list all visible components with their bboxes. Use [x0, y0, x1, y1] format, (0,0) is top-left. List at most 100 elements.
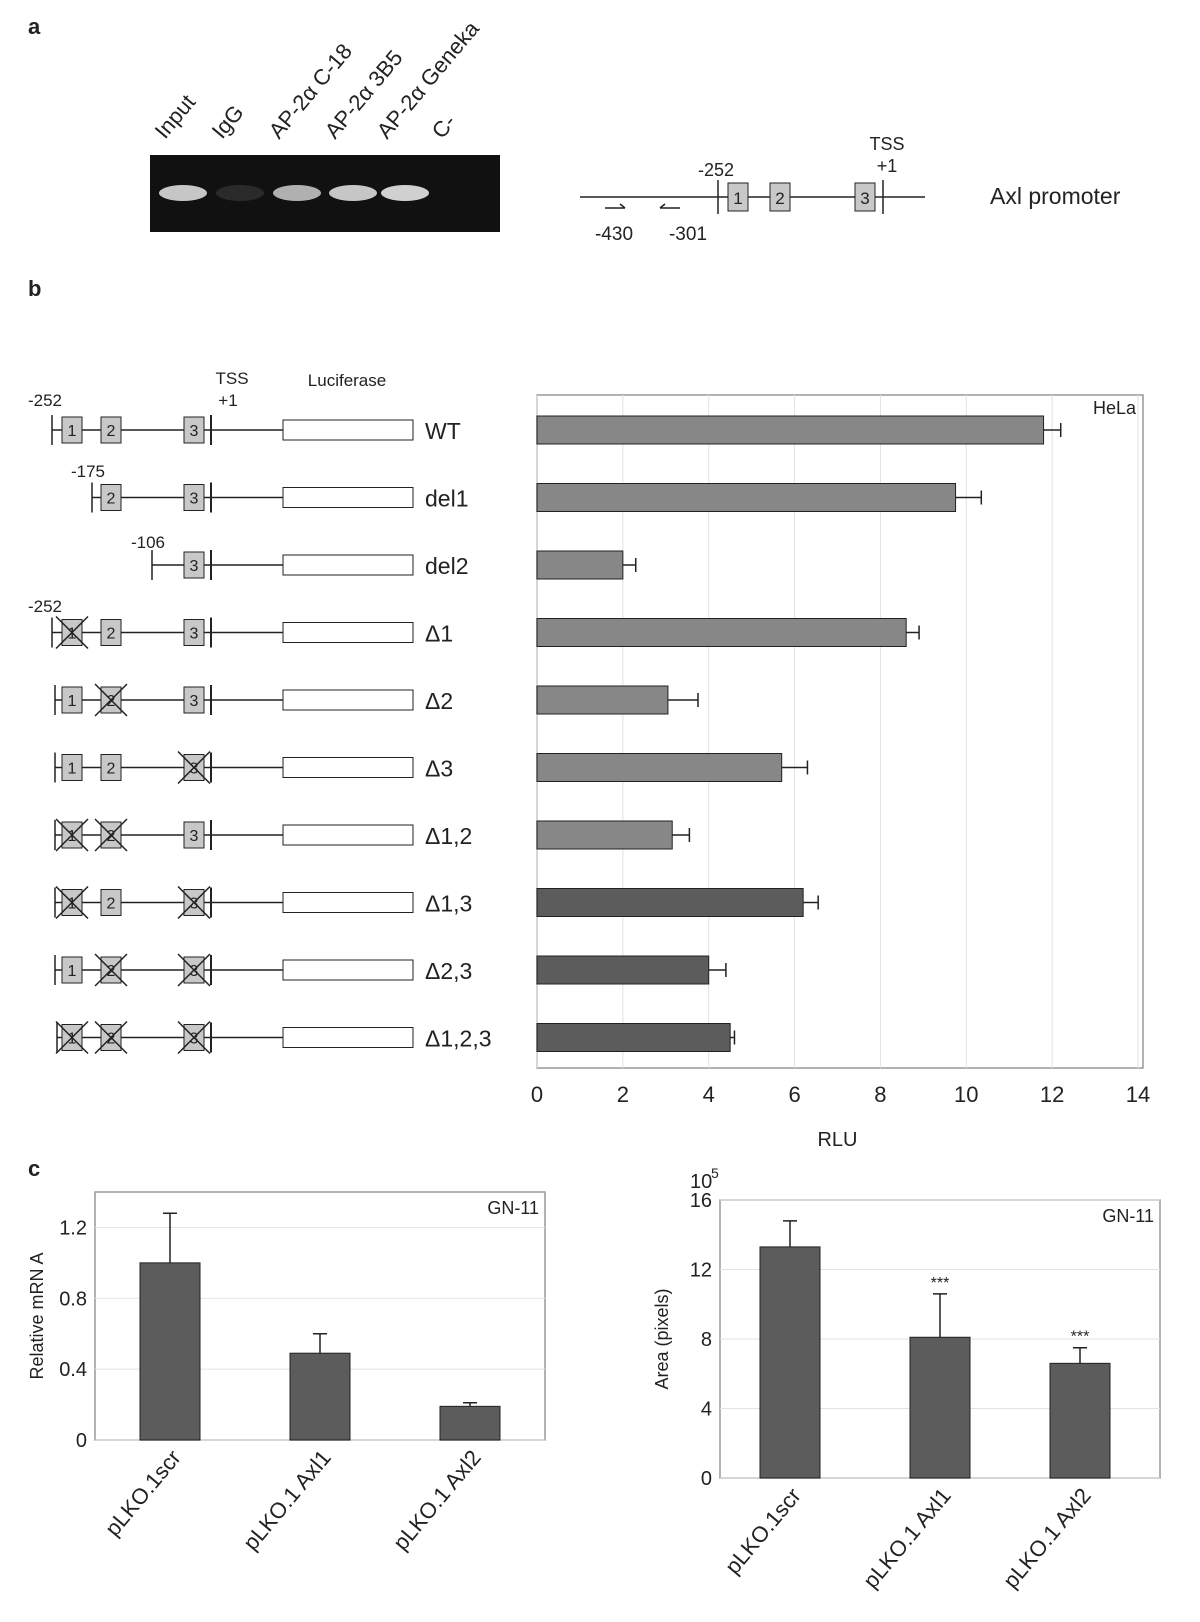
box-label: 1: [68, 423, 77, 440]
error-bar: [667, 693, 699, 707]
box-label: 2: [107, 1031, 116, 1048]
element-box: [100, 754, 122, 781]
box-label: 1: [733, 189, 742, 208]
element-box: [183, 416, 205, 444]
category-label: Δ3: [425, 756, 453, 782]
error-bar: [955, 490, 983, 505]
deletion-cross: [94, 953, 128, 987]
box-label: 2: [107, 423, 116, 440]
luciferase-label: Luciferase: [308, 371, 386, 390]
box-label: 1: [68, 761, 77, 778]
x-tick-label: 14: [1126, 1082, 1150, 1107]
bar: [909, 1336, 971, 1479]
box-label: 1: [68, 828, 77, 845]
box-label: 3: [190, 626, 199, 643]
bar: [536, 550, 624, 580]
error-bar: [463, 1402, 477, 1407]
box-label: 1: [68, 896, 77, 913]
box-label: 1: [68, 963, 77, 980]
panel-label: a: [28, 14, 41, 39]
category-label: Δ1,2,3: [425, 1026, 492, 1052]
luciferase: [282, 554, 414, 576]
construct-start: -252: [28, 391, 62, 410]
error-bar: [622, 558, 637, 572]
deletion-cross: [94, 683, 128, 717]
error-bar: [708, 963, 727, 977]
element-box: [183, 686, 205, 714]
primer-arrow: [605, 203, 626, 209]
deletion-cross: [55, 885, 89, 920]
bar: [536, 955, 710, 985]
category-label: del1: [425, 486, 468, 512]
category-label: Δ2,3: [425, 958, 472, 984]
bar: [139, 1262, 201, 1441]
bar: [1049, 1362, 1111, 1479]
y-scale-base: 10: [690, 1171, 712, 1193]
box-label: 1: [68, 1031, 77, 1048]
panel-label: b: [28, 276, 41, 301]
category-label: WT: [425, 418, 461, 444]
bar: [536, 415, 1045, 445]
annotation: HeLa: [1093, 398, 1137, 418]
construct-start: -106: [131, 533, 165, 552]
luciferase: [282, 824, 414, 846]
error-bar: [783, 1220, 797, 1247]
error-bar: [313, 1332, 327, 1354]
gel-band: [159, 185, 207, 201]
element-box: [100, 619, 122, 646]
significance: ***: [931, 1275, 950, 1292]
luciferase: [282, 757, 414, 778]
error-bar: [730, 1030, 736, 1045]
box-label: 3: [190, 558, 199, 575]
luciferase: [282, 419, 414, 441]
luciferase: [282, 892, 414, 913]
bar: [536, 483, 957, 512]
bar: [759, 1246, 821, 1479]
element-box: [61, 956, 83, 984]
deletion-cross: [94, 818, 128, 852]
luciferase: [282, 689, 414, 711]
gel: [150, 155, 500, 232]
category-label: Δ1: [425, 621, 453, 647]
x-tick-label: pLKO.1 Axl1: [238, 1445, 336, 1555]
x-tick-label: 4: [703, 1082, 715, 1107]
tss-label: TSS: [869, 134, 904, 154]
panel-label: c: [28, 1156, 40, 1181]
luciferase: [282, 1027, 414, 1048]
tss-position: +1: [877, 156, 898, 176]
x-tick-label: pLKO.1 Axl1: [858, 1483, 956, 1593]
y-tick-label: 1.2: [59, 1217, 87, 1239]
tss-position: +1: [218, 391, 237, 410]
box-label: 3: [190, 896, 199, 913]
y-tick-label: 12: [690, 1260, 712, 1282]
box-label: 2: [107, 963, 116, 980]
bar: [536, 888, 804, 917]
lane-label: C-: [427, 109, 461, 143]
element-box: [183, 619, 205, 646]
error-bar: [163, 1212, 177, 1263]
x-tick-label: pLKO.1 Axl2: [388, 1445, 486, 1555]
gel-band: [381, 185, 429, 201]
box-label: 3: [190, 423, 199, 440]
x-axis-title: RLU: [817, 1129, 857, 1151]
x-tick-label: 2: [617, 1082, 629, 1107]
y-tick-label: 0: [76, 1430, 87, 1452]
box-label: 3: [190, 963, 199, 980]
box-label: 3: [190, 491, 199, 508]
bar: [289, 1352, 351, 1441]
y-tick-label: 0.8: [59, 1288, 87, 1310]
x-tick-label: 10: [954, 1082, 978, 1107]
annotation: GN-11: [487, 1198, 539, 1218]
x-tick-label: pLKO.1scr: [100, 1445, 186, 1541]
promoter-box: [727, 182, 749, 212]
x-tick-label: 12: [1040, 1082, 1064, 1107]
box-label: 3: [190, 761, 199, 778]
significance: ***: [1071, 1329, 1090, 1346]
element-box: [183, 821, 205, 849]
gel-band: [216, 185, 264, 201]
x-tick-label: 0: [531, 1082, 543, 1107]
primer-arrow: [659, 203, 680, 209]
y-tick-label: 4: [701, 1399, 712, 1421]
